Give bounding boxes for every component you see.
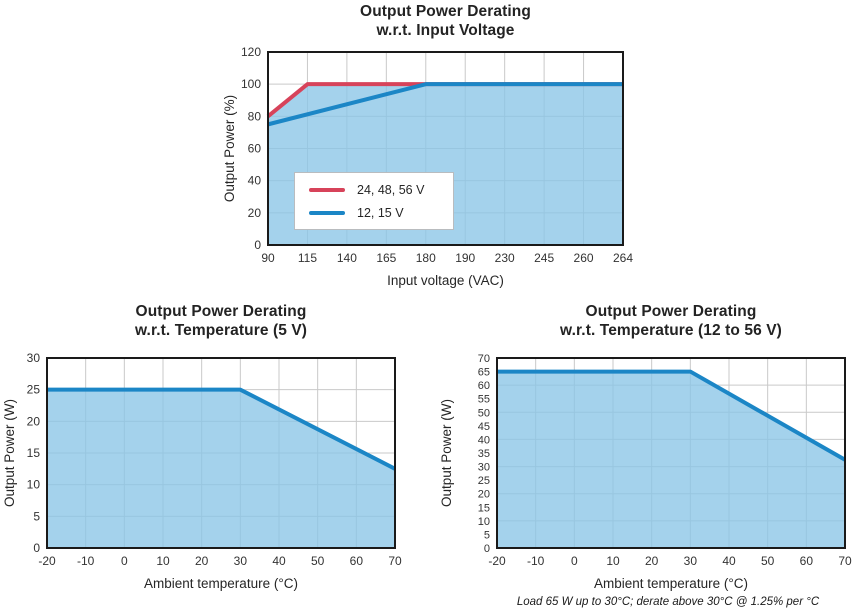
x-tick-label: 70 xyxy=(388,554,402,568)
y-tick-label: 70 xyxy=(478,353,490,365)
x-tick-label: 50 xyxy=(761,554,775,568)
y-tick-label: 25 xyxy=(478,475,490,487)
plot-frame xyxy=(267,51,624,246)
blue-series-swatch xyxy=(309,210,345,215)
chart-title-line2: w.r.t. Input Voltage xyxy=(376,22,515,39)
area-fill xyxy=(47,389,395,548)
y-tick-label: 5 xyxy=(484,529,490,541)
legend-item-low-voltage: 12, 15 V xyxy=(309,206,439,220)
plot-frame xyxy=(46,357,396,549)
y-tick-label: 10 xyxy=(478,516,490,528)
y-tick-label: 5 xyxy=(33,509,40,523)
x-tick-label: 40 xyxy=(272,554,286,568)
x-tick-label: 0 xyxy=(571,554,578,568)
x-tick-label: 264 xyxy=(613,251,633,265)
y-tick-label: 55 xyxy=(478,394,490,406)
series-line xyxy=(497,369,846,462)
x-tick-label: 60 xyxy=(800,554,814,568)
legend-label-high-voltage: 24, 48, 56 V xyxy=(357,182,425,197)
y-axis-label: Output Power (W) xyxy=(439,399,454,507)
x-tick-label: 165 xyxy=(376,251,396,265)
plot-frame xyxy=(496,357,846,549)
legend-item-high-voltage: 24, 48, 56 V xyxy=(309,183,439,197)
x-tick-label: 30 xyxy=(684,554,698,568)
y-tick-label: 20 xyxy=(27,414,41,428)
chart-title-line1: Output Power Derating xyxy=(135,303,307,320)
y-tick-label: 0 xyxy=(33,541,40,555)
input-voltage-derating-plot: 90 115 140 165 180 190 230 245 260 264 0 20 40 60 80 10… xyxy=(222,45,633,288)
x-tick-label: -20 xyxy=(488,554,506,568)
temperature-derating-5v-plot: -20 -10 0 10 20 30 40 50 60 70 0 5 10 15 20 25 30 Ambient… xyxy=(2,351,402,591)
temperature-derating-12-56v-plot: -20 -10 0 10 20 30 40 50 60 700510152025303540455… xyxy=(439,353,852,591)
y-tick-label: 40 xyxy=(248,174,262,188)
y-tick-label: 0 xyxy=(484,543,490,555)
x-tick-label: -10 xyxy=(77,554,95,568)
derating-footnote: Load 65 W up to 30°C; derate above 30°C … xyxy=(516,596,820,608)
x-axis-label: Ambient temperature (°C) xyxy=(144,576,298,591)
x-tick-label: 230 xyxy=(495,251,515,265)
chart-title-line1: Output Power Derating xyxy=(360,3,531,20)
y-tick-label: 40 xyxy=(478,434,490,446)
chart-temperature-derating-5v: Output Power Derating w.r.t. Temperature … xyxy=(0,302,420,602)
x-tick-label: -20 xyxy=(38,554,56,568)
y-tick-label: 80 xyxy=(248,109,262,123)
y-tick-label: 20 xyxy=(478,489,490,501)
series-line xyxy=(47,387,396,471)
y-tick-label: 120 xyxy=(241,45,261,59)
x-tick-label: 245 xyxy=(534,251,554,265)
x-tick-label: 20 xyxy=(645,554,659,568)
y-tick-label: 45 xyxy=(478,421,490,433)
y-tick-label: 50 xyxy=(478,407,490,419)
x-tick-label: 70 xyxy=(838,554,852,568)
y-tick-label: 20 xyxy=(248,206,262,220)
x-tick-label: 10 xyxy=(156,554,170,568)
y-tick-label: 35 xyxy=(478,448,490,460)
x-axis-label: Input voltage (VAC) xyxy=(387,273,504,288)
y-tick-label: 15 xyxy=(27,446,41,460)
x-axis-label: Ambient temperature (°C) xyxy=(594,576,748,591)
area-fill xyxy=(497,371,845,548)
x-tick-label: 180 xyxy=(416,251,436,265)
y-tick-label: 25 xyxy=(27,383,41,397)
y-tick-label: 30 xyxy=(478,462,490,474)
x-tick-label: 140 xyxy=(337,251,357,265)
x-tick-label: 115 xyxy=(298,251,317,265)
y-tick-label: 60 xyxy=(478,380,490,392)
chart-title: Output Power Derating w.r.t. Temperature … xyxy=(497,302,845,340)
chart-title: Output Power Derating w.r.t. Input Voltag… xyxy=(268,2,623,40)
x-tick-label: 0 xyxy=(121,554,128,568)
y-tick-label: 15 xyxy=(478,502,490,514)
chart-title: Output Power Derating w.r.t. Temperature … xyxy=(47,302,395,340)
legend: 24, 48, 56 V 12, 15 V xyxy=(294,172,454,230)
y-tick-label: 60 xyxy=(248,142,262,156)
y-tick-label: 65 xyxy=(478,367,490,379)
x-tick-label: -10 xyxy=(527,554,545,568)
chart-title-line1: Output Power Derating xyxy=(585,303,757,320)
x-tick-label: 20 xyxy=(195,554,209,568)
x-tick-label: 30 xyxy=(234,554,248,568)
x-tick-label: 50 xyxy=(311,554,325,568)
legend-label-low-voltage: 12, 15 V xyxy=(357,205,404,220)
x-tick-label: 10 xyxy=(606,554,620,568)
series-line xyxy=(267,82,623,127)
y-tick-label: 10 xyxy=(27,478,41,492)
chart-title-line2: w.r.t. Temperature (12 to 56 V) xyxy=(560,322,782,339)
x-tick-label: 60 xyxy=(350,554,364,568)
chart-temperature-derating-12-56v: Output Power Derating w.r.t. Temperature … xyxy=(433,302,853,616)
y-tick-label: 0 xyxy=(254,238,261,252)
x-tick-label: 90 xyxy=(261,251,275,265)
y-axis-label: Output Power (W) xyxy=(2,399,17,507)
x-tick-label: 40 xyxy=(722,554,736,568)
x-tick-label: 260 xyxy=(574,251,594,265)
y-tick-label: 30 xyxy=(27,351,41,365)
y-axis-label: Output Power (%) xyxy=(222,95,237,202)
x-tick-label: 190 xyxy=(455,251,475,265)
chart-input-voltage-derating: Output Power Derating w.r.t. Input Voltag… xyxy=(196,2,656,300)
red-series-swatch xyxy=(309,187,345,192)
chart-title-line2: w.r.t. Temperature (5 V) xyxy=(134,322,308,339)
y-tick-label: 100 xyxy=(241,77,261,91)
